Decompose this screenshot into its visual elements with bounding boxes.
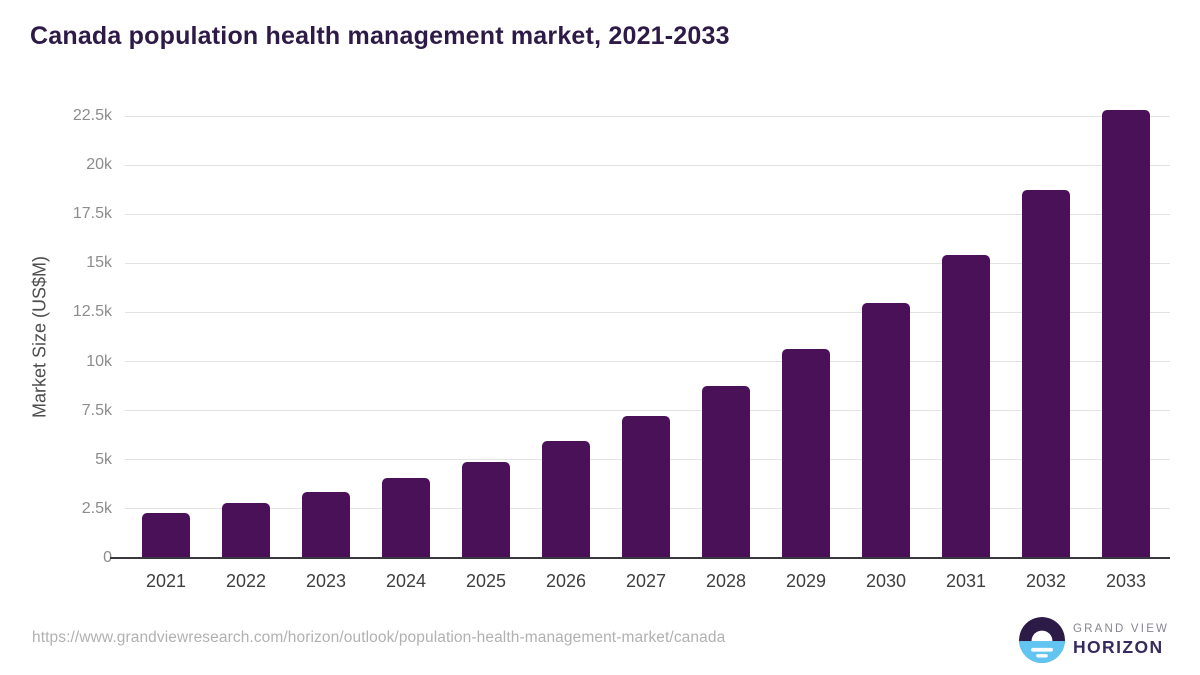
x-tick-label-2021: 2021 (145, 571, 187, 591)
grand-view-horizon-logo (1019, 617, 1065, 663)
bar-2031 (942, 254, 990, 558)
x-tick-label-2028: 2028 (705, 571, 747, 591)
gridline-17.5k (125, 213, 1170, 215)
brand-block: GRAND VIEW HORIZON (1019, 617, 1169, 663)
x-tick-label-2031: 2031 (945, 571, 987, 591)
gridline-15k (125, 262, 1170, 264)
x-tick-label-2022: 2022 (225, 571, 267, 591)
bar-2029 (782, 348, 830, 558)
y-tick-label-22.5k: 22.5k (72, 107, 112, 124)
x-tick-label-2027: 2027 (625, 571, 667, 591)
brand-text: GRAND VIEW HORIZON (1073, 623, 1169, 658)
bar-2021 (142, 512, 190, 558)
bar-2023 (302, 491, 350, 558)
x-axis-tick-labels: 2021 2022 2023 2024 2025 2026 2027 2028 2029 2030… (110, 570, 1170, 592)
x-tick-label-2033: 2033 (1105, 571, 1147, 591)
x-tick-label-2029: 2029 (785, 571, 827, 591)
x-tick-label-2024: 2024 (385, 571, 427, 591)
bar-2022 (222, 503, 270, 558)
bar-2026 (542, 440, 590, 558)
x-tick-label-2026: 2026 (545, 571, 587, 591)
gridline-22.5k (125, 115, 1170, 117)
logo-reflection-1 (1031, 647, 1053, 652)
bar-2030 (862, 303, 910, 558)
brand-name-horizon: HORIZON (1073, 636, 1164, 657)
y-tick-label-12.5k: 12.5k (72, 303, 112, 321)
x-axis-line (110, 557, 1170, 559)
y-tick-label-7.5k: 7.5k (81, 401, 112, 419)
y-tick-label-10k: 10k (86, 352, 112, 370)
brand-name-grand-view: GRAND VIEW (1073, 622, 1170, 635)
source-url: https://www.grandviewresearch.com/horizo… (32, 629, 726, 646)
bar-2028 (702, 385, 750, 558)
y-axis-tick-labels: 0 2.5k 5k 7.5k 10k 12.5k 15k 17.5k 20k 22.5k (30, 107, 112, 566)
gridline-20k (125, 164, 1170, 166)
x-tick-label-2023: 2023 (305, 571, 347, 591)
bar-2024 (382, 478, 430, 558)
y-tick-label-17.5k: 17.5k (72, 205, 112, 223)
gridline-12.5k (125, 311, 1170, 313)
gridline-7.5k (125, 410, 1170, 412)
chart-title: Canada population health management mark… (30, 22, 730, 50)
bar-2027 (622, 415, 670, 558)
bar-2025 (462, 461, 510, 558)
bar-chart-plot-area (110, 110, 1170, 559)
logo-sea-half (1019, 641, 1065, 663)
y-tick-label-0: 0 (103, 549, 112, 566)
y-tick-label-2.5k: 2.5k (81, 499, 112, 517)
y-tick-label-15k: 15k (86, 254, 112, 272)
y-tick-label-20k: 20k (86, 156, 112, 174)
gridline-10k (125, 361, 1170, 363)
bar-2033 (1102, 110, 1150, 558)
logo-reflection-2 (1036, 654, 1048, 658)
x-tick-label-2032: 2032 (1025, 571, 1067, 591)
x-tick-label-2025: 2025 (465, 571, 507, 591)
x-tick-label-2030: 2030 (865, 571, 907, 591)
bar-2032 (1022, 190, 1070, 558)
y-tick-label-5k: 5k (95, 450, 112, 468)
